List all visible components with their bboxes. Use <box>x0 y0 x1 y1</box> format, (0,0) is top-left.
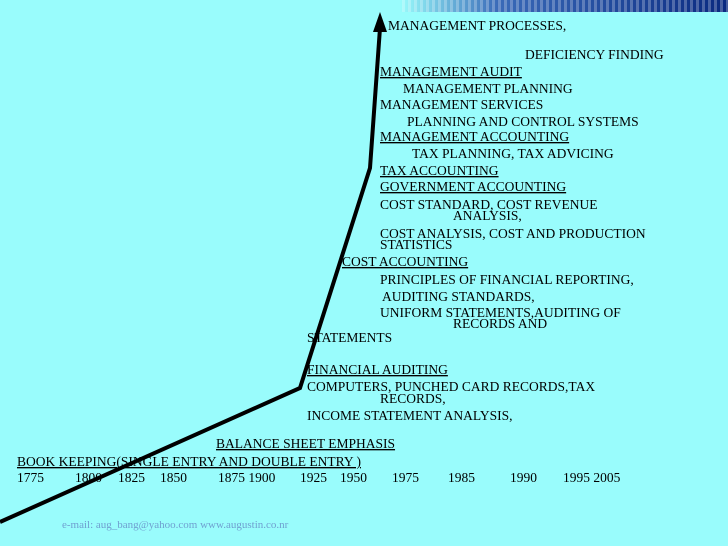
timeline-item: PRINCIPLES OF FINANCIAL REPORTING, <box>380 272 634 287</box>
year-label: 1850 <box>160 470 187 485</box>
year-label: 1775 <box>17 470 44 485</box>
year-label: 1825 <box>118 470 145 485</box>
timeline-item: BALANCE SHEET EMPHASIS <box>216 436 395 451</box>
timeline-item: ANALYSIS, <box>453 208 522 223</box>
timeline-item: INCOME STATEMENT ANALYSIS, <box>307 408 512 423</box>
timeline-item: MANAGEMENT SERVICES <box>380 97 543 112</box>
timeline-item: RECORDS, <box>380 391 446 406</box>
timeline-item: STATEMENTS <box>307 330 392 345</box>
timeline-item: PLANNING AND CONTROL SYSTEMS <box>407 114 639 129</box>
timeline-item: MANAGEMENT PROCESSES, <box>388 18 566 33</box>
arrow-head <box>373 12 387 32</box>
year-label: 1985 <box>448 470 475 485</box>
top-decoration-stripes <box>400 0 728 12</box>
timeline-item: COST STANDARD, COST REVENUE <box>380 197 597 212</box>
timeline-item: FINANCIAL AUDITING <box>307 362 448 377</box>
timeline-item: COST ACCOUNTING <box>342 254 468 269</box>
year-label: 1950 <box>340 470 367 485</box>
timeline-item: MANAGEMENT ACCOUNTING <box>380 129 569 144</box>
year-label: 1990 <box>510 470 537 485</box>
timeline-item: AUDITING STANDARDS, <box>382 289 535 304</box>
year-label: 1995 2005 <box>563 470 621 485</box>
timeline-item: TAX ACCOUNTING <box>380 163 499 178</box>
timeline-item: COST ANALYSIS, COST AND PRODUCTION <box>380 226 646 241</box>
timeline-item: DEFICIENCY FINDING <box>525 47 664 62</box>
timeline-item: BOOK KEEPING(SINGLE ENTRY AND DOUBLE ENT… <box>17 454 361 469</box>
year-label: 1925 <box>300 470 327 485</box>
footer: e-mail: aug_bang@yahoo.com www.augustin.… <box>62 519 289 531</box>
year-label: 1800 <box>75 470 102 485</box>
year-label: 1875 1900 <box>218 470 276 485</box>
timeline-item: RECORDS AND <box>453 316 547 331</box>
timeline-item: STATISTICS <box>380 237 452 252</box>
timeline-item: TAX PLANNING, TAX ADVICING <box>412 146 614 161</box>
year-label: 1975 <box>392 470 419 485</box>
timeline-line <box>0 27 382 524</box>
timeline-item: MANAGEMENT AUDIT <box>380 64 523 79</box>
timeline-item: MANAGEMENT PLANNING <box>403 81 573 96</box>
timeline-item: GOVERNMENT ACCOUNTING <box>380 179 566 194</box>
timeline-item: COMPUTERS, PUNCHED CARD RECORDS,TAX <box>307 379 595 394</box>
timeline-item: UNIFORM STATEMENTS,AUDITING OF <box>380 305 621 320</box>
